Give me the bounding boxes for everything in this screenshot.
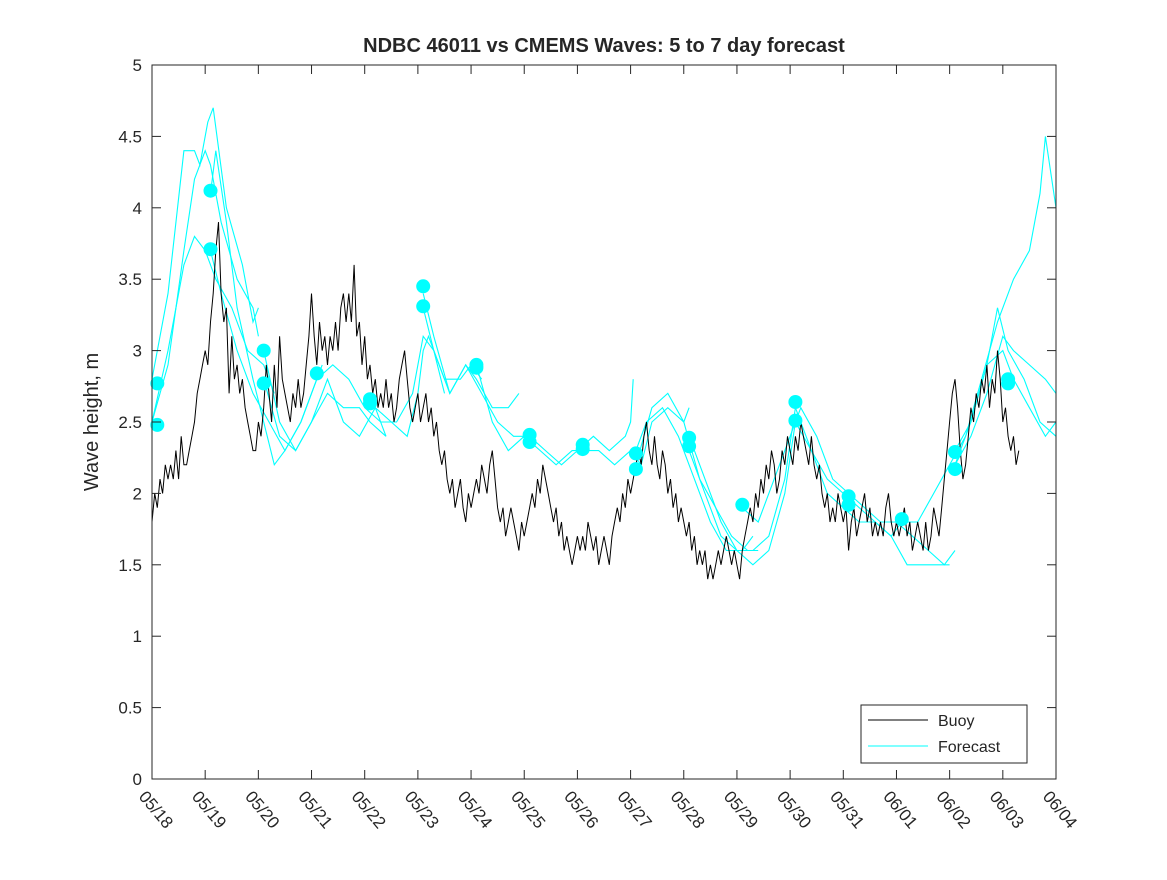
forecast-start-marker	[256, 376, 271, 391]
forecast-start-marker	[203, 183, 218, 198]
y-axis-label: Wave height, m	[81, 353, 103, 491]
forecast-line	[151, 235, 275, 423]
forecast-line	[954, 349, 1057, 465]
forecast-start-marker	[363, 392, 377, 407]
buoy-line	[151, 222, 1020, 580]
forecast-line	[529, 379, 634, 466]
forecast-start-marker	[948, 462, 962, 477]
forecast-line	[263, 350, 387, 452]
forecast-start-marker	[894, 512, 909, 527]
legend-buoy-label: Buoy	[938, 713, 974, 730]
forecast-line	[422, 307, 525, 437]
y-tick-label: 0.5	[118, 699, 142, 718]
y-tick-label: 3	[133, 342, 142, 361]
forecast-start-marker	[309, 366, 324, 381]
forecast-start-marker	[256, 343, 271, 358]
forecast-line	[263, 377, 387, 452]
legend-box	[860, 704, 1028, 764]
forecast-start-marker	[788, 413, 803, 428]
forecast-start-marker	[150, 417, 165, 432]
y-tick-label: 5	[133, 56, 142, 75]
forecast-start-marker	[682, 430, 697, 445]
forecast-line	[316, 334, 446, 423]
series-layer	[150, 107, 1057, 580]
forecast-line	[954, 335, 1057, 466]
forecast-start-marker	[203, 242, 218, 257]
forecast-start-marker	[522, 427, 537, 442]
y-tick-label: 1.5	[118, 556, 142, 575]
forecast-line	[151, 107, 259, 380]
y-tick-label: 0	[133, 770, 142, 789]
chart-title: NDBC 46011 vs CMEMS Waves: 5 to 7 day fo…	[363, 35, 845, 57]
forecast-start-marker	[788, 395, 803, 409]
legend: Buoy Forecast	[860, 704, 1028, 764]
y-tick-label: 2	[133, 484, 142, 503]
plot-area	[152, 65, 1056, 779]
forecast-start-marker	[416, 299, 431, 314]
y-tick-label: 3.5	[118, 270, 142, 289]
y-tick-label: 4.5	[118, 127, 142, 146]
y-tick-label: 2.5	[118, 413, 142, 432]
legend-forecast-label: Forecast	[938, 739, 1001, 756]
forecast-line	[374, 334, 483, 438]
forecast-start-marker	[948, 445, 962, 459]
forecast-start-marker	[469, 357, 484, 372]
forecast-start-marker	[150, 376, 165, 391]
forecast-start-marker	[735, 497, 750, 512]
y-tick-label: 4	[133, 199, 142, 218]
forecast-start-marker	[575, 437, 590, 452]
forecast-start-marker	[841, 489, 856, 504]
forecast-start-marker	[628, 446, 643, 461]
forecast-start-marker	[1001, 372, 1016, 387]
y-tick-label: 1	[133, 627, 142, 646]
forecast-start-marker	[628, 462, 643, 477]
forecast-line	[688, 407, 796, 552]
forecast-start-marker	[416, 279, 431, 294]
forecast-line	[688, 421, 796, 566]
forecast-line	[848, 492, 956, 566]
forecast-line	[209, 150, 318, 467]
